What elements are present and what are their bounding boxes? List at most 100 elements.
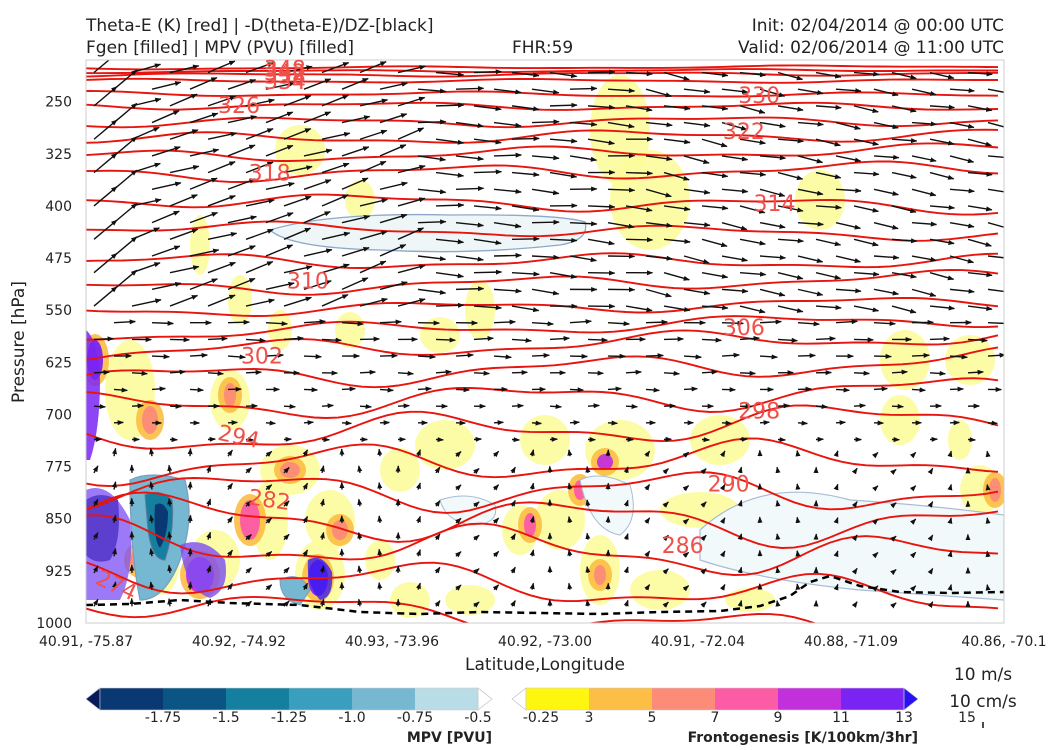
wind-arrow [341,420,352,426]
wind-arrow [379,113,408,124]
wind-arrow [227,319,250,325]
wind-arrow [113,169,138,190]
wind-arrow [493,88,522,95]
wind-arrow [644,517,651,524]
wind-arrow [873,386,888,392]
wind-arrow [607,121,635,129]
wind-arrow [531,88,560,95]
wind-arrow [911,188,937,197]
theta-e-contour [86,64,999,71]
wind-arrow [529,482,535,490]
fgen-colorbar-tick: 13 [895,710,913,726]
wind-arrow [417,188,447,195]
wind-arrow [283,600,290,607]
wind-arrow [909,485,917,492]
wind-arrow [739,271,767,277]
fgen-core [142,406,158,434]
wind-arrow [92,565,99,574]
wind-arrow [739,71,767,78]
wind-arrow [531,155,560,161]
wind-arrow [797,155,824,164]
wind-arrow [207,261,236,274]
wind-arrow [113,319,136,325]
wind-arrow [302,582,309,590]
wind-arrow [549,138,578,144]
wind-arrow [909,451,917,459]
wind-arrow [207,161,236,174]
wind-arrow [473,269,503,275]
wind-arrow [890,468,897,475]
mpv-colorbar-tick: -1.25 [271,710,307,726]
wind-arrow [245,228,274,240]
wind-arrow [227,277,256,291]
wind-arrow [815,104,842,110]
wind-arrow [967,138,993,147]
wind-arrow [113,269,138,290]
wind-arrow [359,260,387,274]
wind-arrow [357,465,363,473]
wind-arrow [683,188,711,195]
theta-e-label: 314 [754,192,796,217]
wind-arrow [851,467,858,475]
wind-arrow [493,121,522,128]
theta-e-contour [86,142,999,162]
wind-arrow [265,111,294,124]
wind-arrow [891,238,918,244]
wind-arrow [379,144,407,157]
wind-arrow [567,449,573,457]
wind-arrow [607,221,635,229]
wind-arrow [302,549,309,557]
wind-arrow [549,102,578,108]
wind-arrow [92,465,99,474]
wind-arrow [265,81,295,90]
theta-e-contour [86,193,999,216]
wind-arrow [985,450,991,458]
wind-arrow [739,370,756,376]
wind-arrow [283,227,312,240]
wind-arrow [303,420,314,426]
mpv-colorbar: -1.75 -1.5 -1.25 -1.0 -0.75 -0.5 -0.25 [85,687,559,726]
wind-arrow [149,481,155,490]
wind-arrow [927,534,934,542]
wind-arrow [644,584,651,591]
wind-arrow [397,164,426,174]
wind-arrow [397,197,426,207]
wind-arrow [683,288,711,296]
theta-e-contour [86,220,999,242]
wind-arrow [721,221,748,231]
wind-arrow [455,584,462,591]
wind-arrow [302,515,309,524]
wind-arrow [853,71,880,77]
fgen-blob [345,180,375,220]
wind-arrow [815,272,842,280]
wind-arrow [644,550,651,558]
wind-arrow [585,499,591,507]
wind-arrow [873,88,899,97]
wind-ref-label-2: 10 cm/s [949,692,1017,712]
wind-arrow [207,370,224,376]
theta-e-contour [86,296,999,317]
wind-arrow [206,465,212,474]
wind-arrow [92,498,99,507]
wind-arrow [359,336,380,342]
wind-arrow [131,403,144,409]
wind-arrow [663,305,691,312]
wind-arrow [493,188,522,194]
wind-arrow [511,71,540,78]
wind-arrow [853,370,870,376]
fgen-blob [420,317,460,353]
wind-arrow [967,205,993,212]
wind-arrow [492,484,500,491]
wind-arrow [245,62,274,74]
wind-arrow [455,387,470,393]
wind-arrow [511,105,540,112]
wind-arrow [511,403,524,409]
wind-arrow [987,420,998,426]
wind-arrow [417,354,436,360]
wind-arrow [909,551,917,559]
wind-arrow [985,483,991,491]
fgen-blob [948,420,972,460]
wind-arrow [853,271,880,277]
wind-arrow [663,105,691,111]
wind-arrow [359,129,388,140]
